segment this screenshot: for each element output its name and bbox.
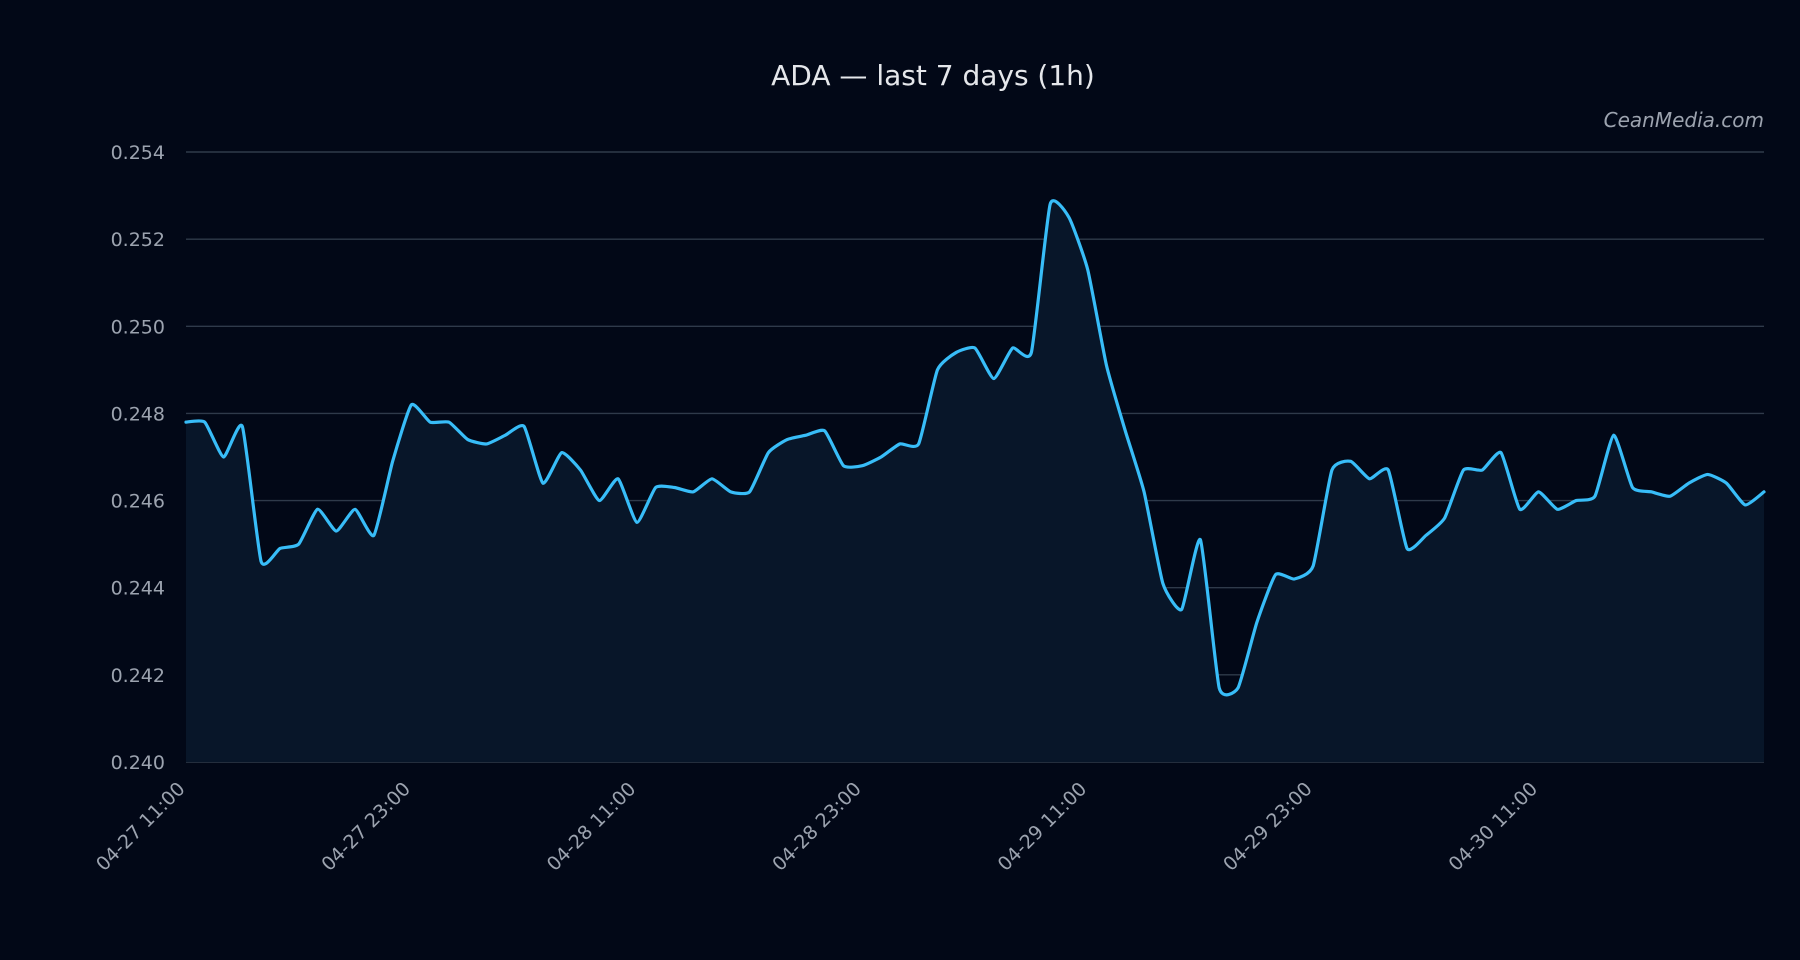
x-tick-label: 04-30 11:00 (1445, 778, 1543, 876)
y-tick-label: 0.242 (111, 665, 165, 687)
series-line (184, 199, 1766, 697)
y-tick-label: 0.246 (111, 491, 165, 513)
watermark: CeanMedia.com (1604, 108, 1764, 132)
y-tick-label: 0.248 (111, 403, 165, 425)
y-tick-label: 0.252 (111, 229, 165, 251)
y-tick-label: 0.250 (111, 316, 165, 338)
x-tick-label: 04-28 11:00 (543, 778, 641, 876)
y-axis-ticks: 0.240 0.242 0.244 0.246 0.248 0.250 0.252 0.254 (111, 142, 165, 774)
x-tick-label: 04-27 11:00 (92, 778, 190, 876)
y-tick-label: 0.244 (111, 578, 165, 600)
x-tick-label: 04-29 11:00 (994, 778, 1092, 876)
y-tick-label: 0.240 (111, 752, 165, 774)
chart-title: ADA — last 7 days (1h) (771, 59, 1095, 92)
x-tick-label: 04-27 23:00 (317, 778, 415, 876)
x-tick-label: 04-28 23:00 (768, 778, 866, 876)
y-tick-label: 0.254 (111, 142, 165, 164)
x-axis-ticks: 04-27 11:00 04-27 23:00 04-28 11:00 04-28 2… (92, 778, 1542, 876)
area-fill-layer (186, 200, 1764, 762)
area-fill (186, 200, 1764, 762)
price-line-layer (184, 199, 1766, 697)
x-tick-label: 04-29 23:00 (1219, 778, 1317, 876)
